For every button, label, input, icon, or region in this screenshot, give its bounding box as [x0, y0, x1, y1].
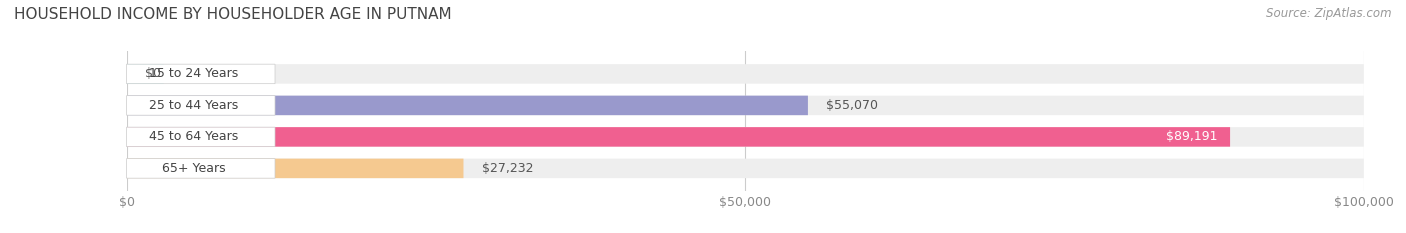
FancyBboxPatch shape: [127, 96, 808, 115]
FancyBboxPatch shape: [127, 96, 276, 115]
Text: 65+ Years: 65+ Years: [162, 162, 225, 175]
Text: $55,070: $55,070: [827, 99, 879, 112]
Text: Source: ZipAtlas.com: Source: ZipAtlas.com: [1267, 7, 1392, 20]
FancyBboxPatch shape: [127, 96, 1364, 115]
Text: $89,191: $89,191: [1166, 130, 1218, 143]
FancyBboxPatch shape: [127, 159, 1364, 178]
Text: $0: $0: [145, 67, 162, 80]
FancyBboxPatch shape: [127, 64, 276, 84]
Text: 15 to 24 Years: 15 to 24 Years: [149, 67, 238, 80]
Text: $27,232: $27,232: [482, 162, 533, 175]
Text: HOUSEHOLD INCOME BY HOUSEHOLDER AGE IN PUTNAM: HOUSEHOLD INCOME BY HOUSEHOLDER AGE IN P…: [14, 7, 451, 22]
FancyBboxPatch shape: [127, 159, 276, 178]
FancyBboxPatch shape: [127, 64, 163, 84]
FancyBboxPatch shape: [127, 127, 1230, 147]
Text: 25 to 44 Years: 25 to 44 Years: [149, 99, 238, 112]
FancyBboxPatch shape: [127, 64, 1364, 84]
FancyBboxPatch shape: [127, 159, 464, 178]
Text: 45 to 64 Years: 45 to 64 Years: [149, 130, 238, 143]
FancyBboxPatch shape: [127, 127, 276, 147]
FancyBboxPatch shape: [127, 127, 1364, 147]
